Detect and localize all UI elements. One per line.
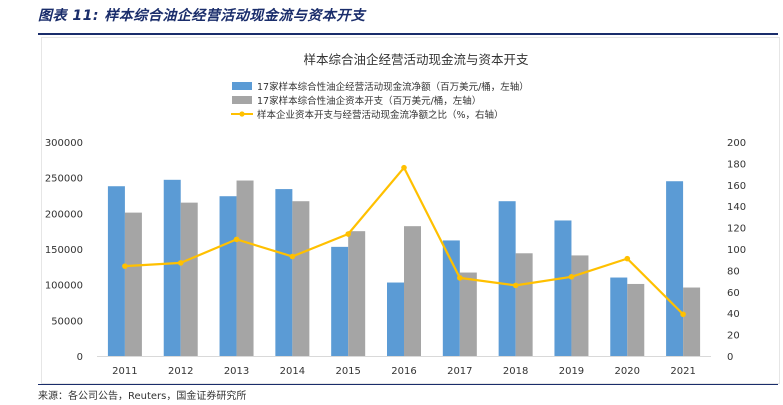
bar-cashflow-2017 — [442, 240, 460, 356]
bar-cashflow-2015 — [331, 246, 349, 356]
ratio-point-2011 — [122, 263, 128, 269]
bar-cashflow-2021 — [666, 181, 684, 356]
x-tick-label-2013: 2013 — [224, 366, 249, 377]
bar-cashflow-2014 — [275, 189, 293, 356]
y-left-tick-label: 50000 — [51, 316, 83, 327]
bar-cashflow-2020 — [610, 277, 628, 356]
y-right-tick-label: 160 — [727, 181, 746, 192]
chart-panel: 样本综合油企经营活动现金流与资本开支 17家样本综合性油企经营活动现金流净额（百万… — [41, 37, 780, 384]
y-right-tick-label: 80 — [727, 266, 740, 277]
legend-swatch-2 — [232, 96, 252, 104]
ratio-point-2014 — [289, 253, 296, 260]
x-tick-label-2019: 2019 — [559, 366, 584, 377]
bar-capex-2021 — [683, 287, 701, 356]
figure-source: 来源：各公司公告，Reuters，国金证券研究所 — [38, 391, 247, 402]
x-tick-label-2014: 2014 — [280, 366, 305, 377]
ratio-point-2012 — [177, 260, 184, 266]
bar-capex-2019 — [571, 255, 589, 356]
figure-title: 图表 11: 样本综合油企经营活动现金流与资本开支 — [38, 5, 365, 25]
ratio-point-2019 — [568, 274, 575, 280]
bar-capex-2018 — [515, 253, 533, 356]
legend-label-1: 17家样本综合性油企经营活动现金流净额（百万美元/桶，左轴） — [257, 81, 529, 93]
y-right-tick-label: 140 — [727, 202, 746, 213]
bar-capex-2020 — [627, 283, 645, 356]
ratio-point-2021 — [680, 311, 686, 318]
y-right-tick-label: 120 — [727, 224, 746, 235]
legend-label-2: 17家样本综合性油企资本开支（百万美元/桶，左轴） — [257, 95, 481, 107]
footer-rule — [38, 384, 778, 385]
y-right-tick-label: 0 — [727, 352, 733, 363]
x-tick-label-2012: 2012 — [168, 366, 193, 377]
legend-swatch-1 — [232, 82, 252, 90]
y-right-tick-label: 20 — [727, 331, 740, 342]
bar-capex-2017 — [459, 272, 477, 356]
x-tick-label-2020: 2020 — [615, 366, 640, 377]
y-left-tick-label: 0 — [77, 352, 83, 363]
y-left-tick-label: 250000 — [45, 174, 83, 185]
bar-capex-2013 — [236, 180, 254, 356]
y-right-tick-label: 40 — [727, 309, 740, 320]
header-rule — [38, 33, 778, 35]
x-tick-label-2018: 2018 — [503, 366, 528, 377]
ratio-point-2017 — [457, 275, 463, 281]
bar-capex-2014 — [292, 201, 310, 356]
bar-capex-2011 — [124, 212, 142, 356]
ratio-point-2016 — [401, 164, 407, 171]
y-right-tick-label: 60 — [727, 288, 740, 299]
bar-cashflow-2011 — [107, 186, 125, 356]
legend-marker-3 — [239, 111, 245, 117]
bar-capex-2016 — [404, 226, 421, 356]
y-left-tick-label: 100000 — [45, 281, 83, 292]
y-left-tick-label: 300000 — [45, 138, 83, 149]
y-right-tick-label: 100 — [727, 245, 746, 256]
x-tick-label-2015: 2015 — [335, 366, 360, 377]
y-left-tick-label: 200000 — [45, 209, 83, 220]
x-tick-label-2017: 2017 — [447, 366, 472, 377]
chart-svg: 样本综合油企经营活动现金流与资本开支 17家样本综合性油企经营活动现金流净额（百万… — [45, 52, 746, 377]
bar-cashflow-2019 — [554, 220, 572, 356]
x-tick-label-2016: 2016 — [391, 366, 416, 377]
y-right-tick-label: 180 — [727, 159, 746, 170]
bar-cashflow-2018 — [498, 201, 516, 356]
chart-title: 样本综合油企经营活动现金流与资本开支 — [303, 52, 529, 67]
bar-cashflow-2012 — [163, 179, 181, 356]
figure-label: 图表 11: — [38, 8, 99, 24]
ratio-point-2020 — [624, 255, 631, 262]
bar-capex-2012 — [180, 202, 198, 356]
ratio-point-2015 — [345, 231, 351, 237]
y-left-tick-label: 150000 — [45, 245, 83, 256]
bar-capex-2015 — [348, 231, 366, 356]
figure-header: 图表 11: 样本综合油企经营活动现金流与资本开支 — [0, 0, 783, 30]
figure-title-text: 样本综合油企经营活动现金流与资本开支 — [104, 8, 366, 24]
x-tick-label-2011: 2011 — [112, 366, 137, 377]
bar-cashflow-2016 — [387, 282, 404, 356]
ratio-point-2018 — [512, 282, 519, 289]
ratio-point-2013 — [233, 236, 240, 243]
y-right-tick-label: 200 — [727, 138, 746, 149]
legend-label-3: 样本企业资本开支与经营活动现金流净额之比（%，右轴） — [257, 109, 504, 121]
x-tick-label-2021: 2021 — [670, 366, 695, 377]
bar-cashflow-2013 — [219, 196, 237, 356]
